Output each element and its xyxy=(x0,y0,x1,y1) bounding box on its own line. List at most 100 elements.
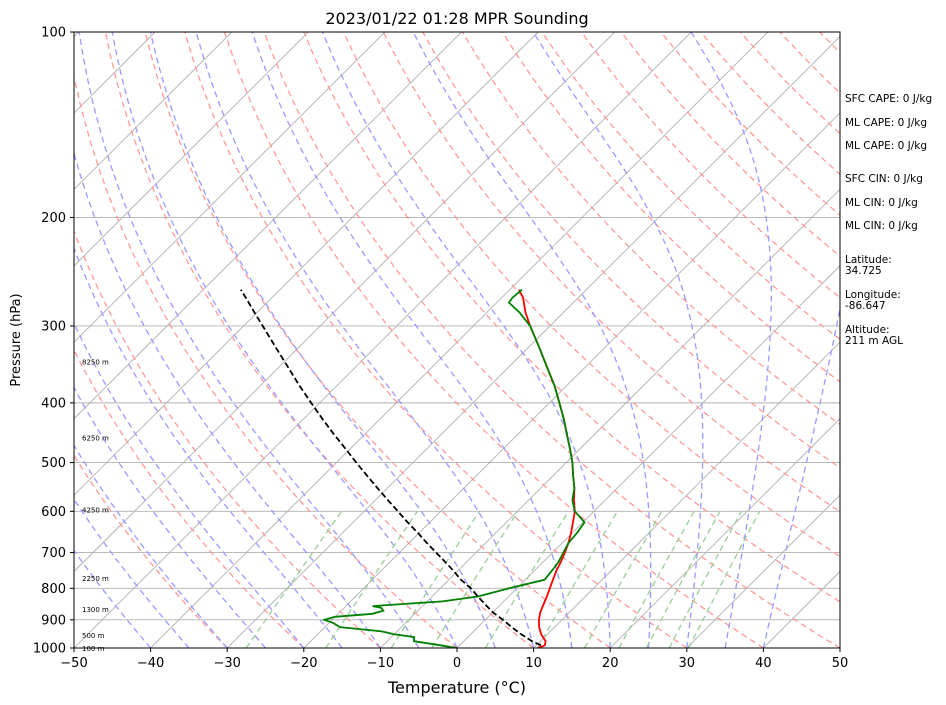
dry-adiabat-line xyxy=(74,73,458,648)
isotherm-line xyxy=(380,188,840,648)
moist-adiabat-line xyxy=(74,386,266,648)
dry-adiabat-line xyxy=(263,32,840,648)
sfc-cape-text: SFC CAPE: 0 J/kg xyxy=(845,93,933,105)
mixing-ratio-line xyxy=(390,510,480,648)
x-tick-label: −30 xyxy=(213,656,240,671)
chart-title: 2023/01/22 01:28 MPR Sounding xyxy=(325,9,588,28)
height-label: 6250 m xyxy=(82,434,109,442)
moist-adiabat-line xyxy=(195,32,535,648)
mixing-ratio-line xyxy=(583,510,663,648)
mixing-ratio-line xyxy=(245,510,343,648)
x-tick-label: −40 xyxy=(137,656,164,671)
longitude-value: -86.647 xyxy=(845,300,886,312)
mixing-ratio-line xyxy=(325,510,418,648)
axis-ticks: −50 −40 −30 −20 −10 0 10 20 30 40 50 1000 900 800 700 6… xyxy=(33,26,848,672)
ml-cin-text-2: ML CIN: 0 J/kg xyxy=(845,220,918,232)
parcel-path-line xyxy=(240,289,542,647)
mixing-ratio-line xyxy=(688,510,761,648)
isotherm-line xyxy=(303,112,840,648)
dry-adiabat-line xyxy=(184,32,688,648)
dry-adiabat-line xyxy=(382,32,840,513)
x-tick-label: −50 xyxy=(60,656,87,671)
height-label: 500 m xyxy=(82,632,105,640)
mixing-ratio-line xyxy=(618,510,695,648)
latitude-label: Latitude: xyxy=(845,254,892,266)
moist-adiabat-line xyxy=(321,32,611,648)
x-tick-label: 40 xyxy=(755,656,772,671)
dry-adiabat-line xyxy=(580,32,840,299)
x-axis-label: Temperature (°C) xyxy=(387,678,526,697)
sfc-cin-text: SFC CIN: 0 J/kg xyxy=(845,173,923,185)
moist-adiabat-line xyxy=(74,444,228,648)
y-tick-label: 600 xyxy=(41,505,66,520)
dry-adiabat-line xyxy=(144,32,611,648)
isotherm-line xyxy=(74,32,462,420)
height-label: 8250 m xyxy=(82,358,109,366)
y-tick-label: 200 xyxy=(41,211,66,226)
isotherm-line xyxy=(456,265,840,648)
dewpoint-line xyxy=(321,289,586,648)
mixing-ratio-line xyxy=(536,510,619,648)
isotherm-line xyxy=(74,32,616,573)
x-tick-label: 10 xyxy=(525,656,542,671)
moist-adiabat-line xyxy=(111,32,458,648)
x-tick-label: −10 xyxy=(367,656,394,671)
y-tick-label: 800 xyxy=(41,582,66,597)
moist-adiabat-line xyxy=(74,151,381,648)
height-label: 4250 m xyxy=(82,506,109,514)
height-labels: 8250 m 6250 m 4250 m 2250 m 1300 m 500 m 100 m xyxy=(82,358,109,652)
isotherm-line xyxy=(74,32,309,267)
moist-adiabat-line xyxy=(412,32,652,648)
x-tick-label: 50 xyxy=(832,656,849,671)
ml-cape-text-2: ML CAPE: 0 J/kg xyxy=(845,140,928,152)
y-tick-label: 900 xyxy=(41,613,66,628)
isotherm-line xyxy=(686,494,840,648)
y-tick-label: 100 xyxy=(41,26,66,41)
y-tick-label: 400 xyxy=(41,396,66,411)
moist-adiabat-line xyxy=(690,32,772,648)
x-tick-label: 30 xyxy=(679,656,696,671)
height-label: 100 m xyxy=(82,645,105,653)
height-label: 2250 m xyxy=(82,575,109,583)
ml-cin-text: ML CIN: 0 J/kg xyxy=(845,197,918,209)
x-tick-label: 0 xyxy=(453,656,461,671)
background-lines xyxy=(0,32,840,648)
sounding-parameters-panel: SFC CAPE: 0 J/kg ML CAPE: 0 J/kg ML CAPE… xyxy=(845,0,945,705)
y-tick-label: 300 xyxy=(41,319,66,334)
isotherm-line xyxy=(74,32,233,191)
y-tick-label: 500 xyxy=(41,456,66,471)
dry-adiabat-line xyxy=(74,229,381,648)
isotherm-line xyxy=(533,341,840,648)
moist-adiabat-line xyxy=(762,305,840,648)
y-axis-label: Pressure (hPa) xyxy=(9,293,24,386)
isotherm-line xyxy=(74,32,386,343)
mixing-ratio-line xyxy=(645,510,721,648)
mixing-ratio-line xyxy=(668,510,742,648)
isotherm-line xyxy=(74,32,539,496)
isotherm-line xyxy=(0,32,2,648)
y-tick-label: 700 xyxy=(41,546,66,561)
isotherm-line xyxy=(150,32,769,648)
isotherm-line xyxy=(74,32,692,648)
plot-background xyxy=(74,32,840,648)
moist-adiabat-line xyxy=(74,246,343,648)
x-tick-label: 20 xyxy=(602,656,619,671)
y-tick-label: 1000 xyxy=(33,642,66,657)
ml-cape-text: ML CAPE: 0 J/kg xyxy=(845,117,928,129)
profile-lines xyxy=(240,289,586,648)
altitude-label: Altitude: xyxy=(845,324,890,336)
moist-adiabat-line xyxy=(149,32,496,648)
longitude-label: Longitude: xyxy=(845,289,901,301)
moist-adiabat-line xyxy=(251,32,573,648)
isotherm-line xyxy=(609,418,840,648)
dry-adiabat-line xyxy=(104,32,534,648)
x-tick-label: −20 xyxy=(290,656,317,671)
mixing-ratio-line xyxy=(431,510,519,648)
dry-adiabat-line xyxy=(342,32,840,558)
dry-adiabat-line xyxy=(74,348,305,648)
mixing-ratio-line xyxy=(484,510,570,648)
latitude-value: 34.725 xyxy=(845,265,882,277)
altitude-value: 211 m AGL xyxy=(845,335,903,347)
height-label: 1300 m xyxy=(82,606,109,614)
